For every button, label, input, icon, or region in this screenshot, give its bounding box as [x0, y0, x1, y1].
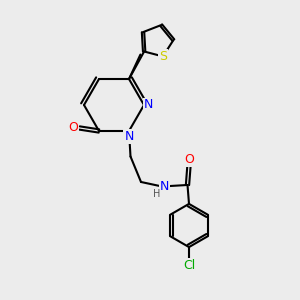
Text: H: H: [153, 189, 160, 199]
Text: Cl: Cl: [183, 259, 195, 272]
Text: N: N: [160, 180, 169, 193]
Text: O: O: [184, 153, 194, 166]
Text: S: S: [159, 50, 167, 63]
Text: N: N: [124, 130, 134, 143]
Text: O: O: [68, 122, 78, 134]
Text: N: N: [144, 98, 153, 112]
